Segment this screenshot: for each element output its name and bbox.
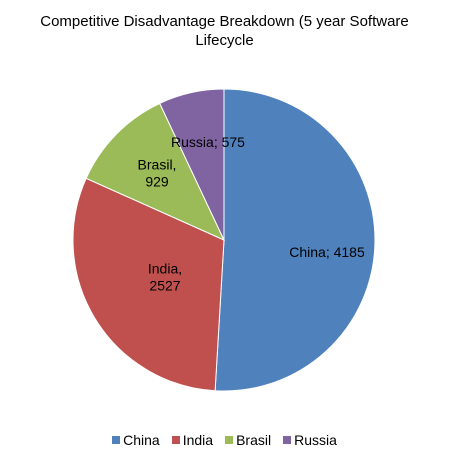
data-label-brasil: Brasil, 929	[138, 157, 177, 190]
legend-item-brasil: Brasil	[225, 432, 271, 448]
legend-item-china: China	[112, 432, 160, 448]
data-label-china: China; 4185	[289, 244, 365, 260]
pie-slice-russia	[159, 88, 225, 241]
data-label-line: Brasil,	[138, 157, 177, 173]
data-label-line: China; 4185	[289, 244, 365, 260]
data-label-line: 2527	[149, 278, 180, 294]
legend-label: India	[182, 432, 214, 448]
legend-label: Russia	[294, 432, 337, 448]
legend-label: China	[123, 432, 160, 448]
data-label-india: India, 2527	[148, 261, 182, 294]
legend-swatch	[225, 436, 234, 444]
legend-swatch	[283, 436, 292, 444]
legend-item-india: India	[171, 432, 214, 448]
chart-title: Competitive Disadvantage Breakdown (5 ye…	[0, 12, 449, 50]
data-label-line: India,	[148, 261, 182, 277]
legend: China India Brasil Russia	[0, 432, 449, 448]
pie-slice-brasil	[85, 102, 226, 242]
chart-title-line-1: Competitive Disadvantage Breakdown (5 ye…	[40, 13, 409, 30]
pie-slice-india	[72, 177, 225, 392]
legend-swatch	[112, 436, 121, 444]
legend-item-russia: Russia	[283, 432, 337, 448]
pie-slice-china	[214, 88, 376, 392]
data-label-russia: Russia; 575	[171, 134, 245, 150]
chart-title-line-2: Lifecycle	[195, 32, 254, 49]
legend-label: Brasil	[236, 432, 272, 448]
data-label-line: Russia; 575	[171, 134, 245, 150]
data-label-line: 929	[145, 174, 169, 190]
legend-swatch	[171, 436, 180, 444]
